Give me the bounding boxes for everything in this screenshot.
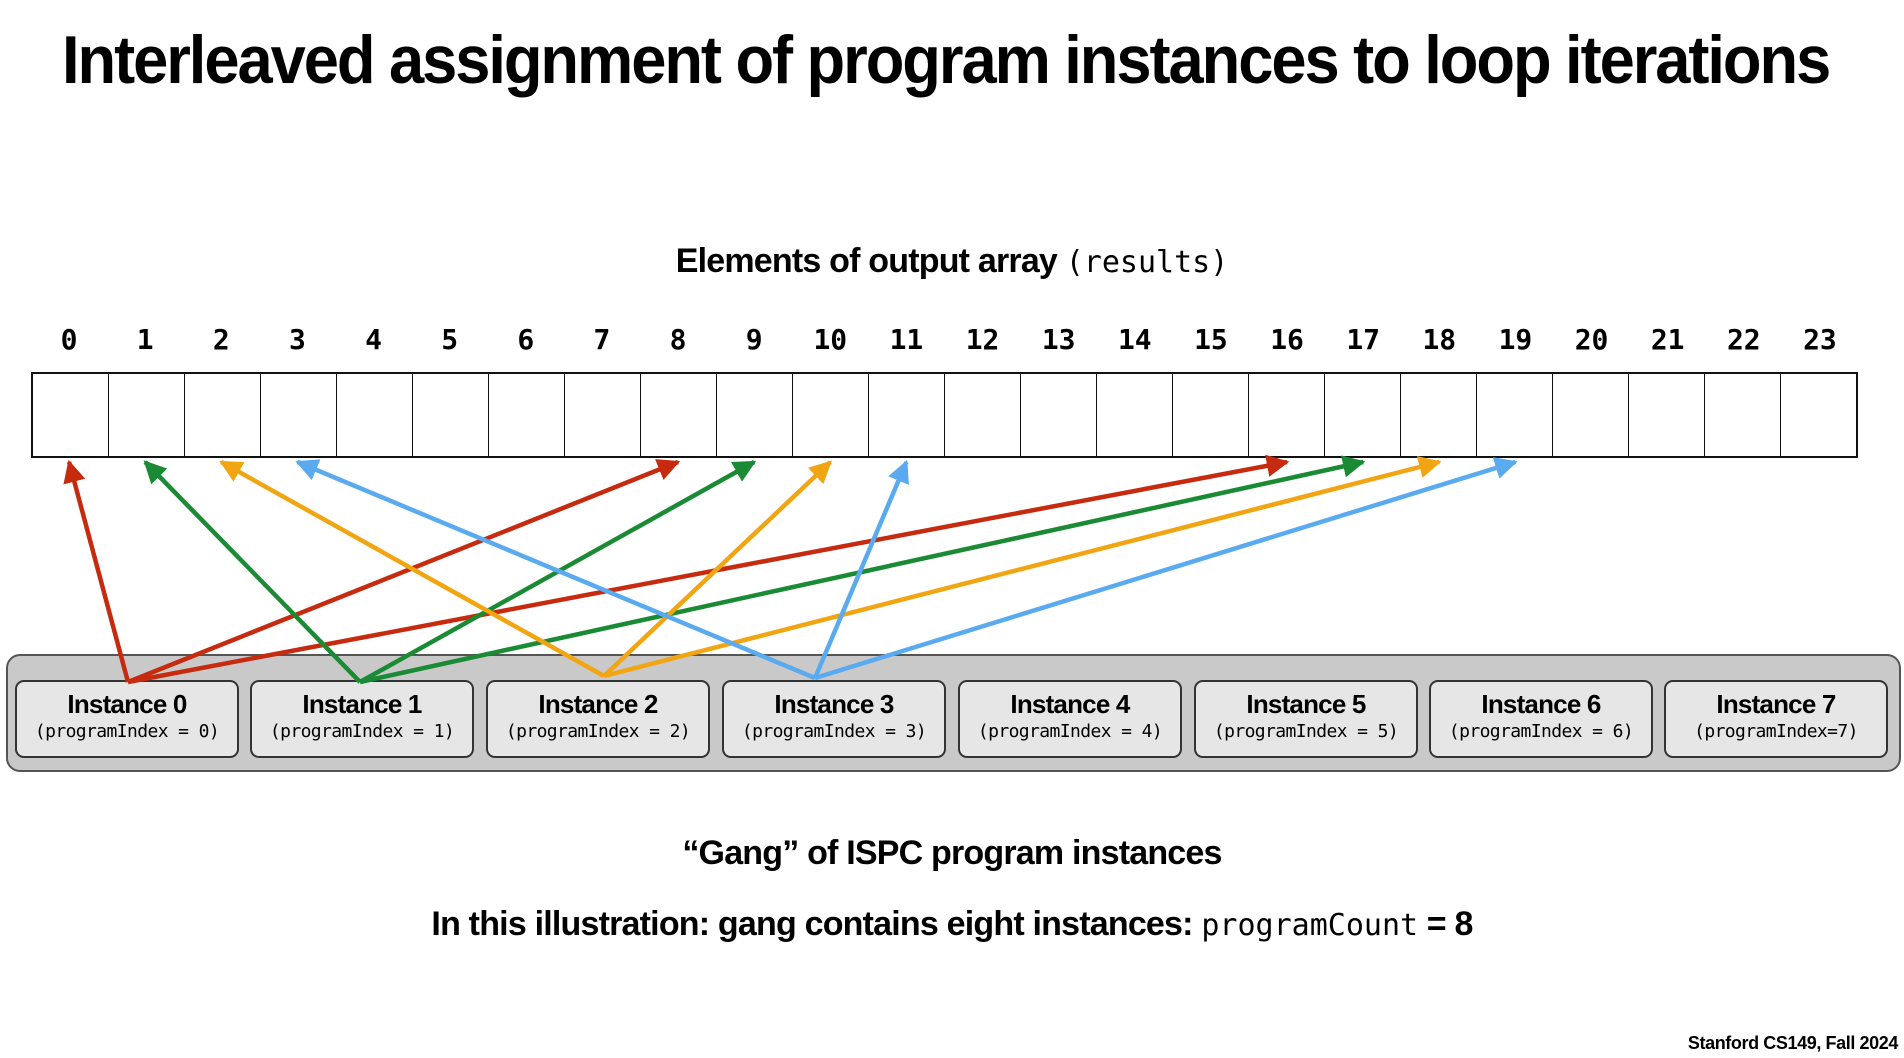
index-label-2: 2: [212, 323, 230, 356]
array-heading: Elements of output array (results): [0, 240, 1904, 284]
index-label-20: 20: [1574, 323, 1609, 356]
arrow-instance-0-to-element-16: [127, 454, 1290, 685]
arrow-instance-1-to-element-1: [143, 460, 362, 684]
array-cell-4: [337, 374, 413, 456]
array-cell-5: [413, 374, 489, 456]
arrow-instance-3-to-element-19: [814, 457, 1518, 681]
gang-caption: “Gang” of ISPC program instances: [682, 834, 1222, 872]
index-label-14: 14: [1117, 323, 1152, 356]
index-label-21: 21: [1650, 323, 1685, 356]
index-label-9: 9: [745, 323, 763, 356]
program-count-code: programCount: [1201, 908, 1419, 943]
array-cell-14: [1097, 374, 1173, 456]
instance-box-5: Instance 5 (programIndex = 5): [1194, 680, 1418, 758]
instance-box-6: Instance 6 (programIndex = 6): [1429, 680, 1653, 758]
index-label-0: 0: [60, 323, 78, 356]
array-index-labels: 0 1 2 3 4 5 6 7 8 9 10 11 12 13 14 15 16 17 18 19 20 21 22 23: [31, 322, 1858, 362]
array-heading-text: Elements of output array: [675, 242, 1058, 280]
output-array: [31, 372, 1858, 458]
index-label-23: 23: [1803, 323, 1837, 356]
instance-program-index: (programIndex = 2): [505, 721, 691, 742]
arrow-instance-3-to-element-11: [812, 459, 909, 679]
instance-box-1: Instance 1 (programIndex = 1): [250, 680, 474, 758]
index-label-3: 3: [289, 323, 306, 356]
array-cell-2: [185, 374, 261, 456]
array-cell-16: [1249, 374, 1325, 456]
array-cell-19: [1477, 374, 1553, 456]
array-cell-7: [565, 374, 641, 456]
arrow-instance-1-to-element-9: [358, 460, 757, 684]
instance-program-index: (programIndex = 0): [34, 721, 220, 742]
program-count-value: = 8: [1426, 905, 1474, 943]
arrow-instance-2-to-element-10: [602, 460, 832, 678]
array-cell-15: [1173, 374, 1249, 456]
array-cell-9: [717, 374, 793, 456]
instance-program-index: (programIndex = 5): [1213, 721, 1399, 742]
arrow-instance-1-to-element-17: [359, 455, 1366, 685]
instance-program-index: (programIndex = 1): [269, 721, 455, 742]
index-label-12: 12: [965, 323, 1000, 356]
instance-name: Instance 0: [67, 689, 187, 719]
arrow-instance-0-to-element-8: [127, 459, 681, 685]
instance-box-0: Instance 0 (programIndex = 0): [15, 680, 239, 758]
instance-name: Instance 5: [1246, 689, 1366, 719]
instance-box-2: Instance 2 (programIndex = 2): [486, 680, 710, 758]
slide-title: Interleaved assignment of program instan…: [62, 22, 1831, 98]
instance-program-index: (programIndex = 4): [977, 721, 1163, 742]
array-heading-code: (results): [1065, 245, 1229, 280]
arrow-instance-0-to-element-0: [63, 459, 131, 683]
index-label-17: 17: [1346, 323, 1381, 356]
index-label-19: 19: [1498, 323, 1533, 356]
instance-name: Instance 1: [302, 689, 422, 719]
array-cell-22: [1705, 374, 1781, 456]
array-cell-18: [1401, 374, 1477, 456]
program-count-text: In this illustration: gang contains eigh…: [431, 905, 1193, 943]
index-label-6: 6: [517, 323, 535, 356]
instance-name: Instance 2: [538, 689, 658, 719]
array-cell-0: [33, 374, 109, 456]
instance-box-7: Instance 7 (programIndex=7): [1664, 680, 1888, 758]
array-cell-1: [109, 374, 185, 456]
index-label-8: 8: [669, 323, 687, 356]
arrow-instance-3-to-element-3: [295, 459, 816, 681]
array-cell-20: [1553, 374, 1629, 456]
instance-name: Instance 4: [1010, 689, 1130, 719]
array-cell-23: [1781, 374, 1856, 456]
index-label-1: 1: [136, 323, 154, 356]
index-label-10: 10: [813, 323, 848, 356]
index-label-13: 13: [1041, 323, 1076, 356]
instance-program-index: (programIndex = 6): [1448, 721, 1634, 742]
instance-box-4: Instance 4 (programIndex = 4): [958, 680, 1182, 758]
course-footer: Stanford CS149, Fall 2024: [1687, 1033, 1898, 1053]
array-cell-17: [1325, 374, 1401, 456]
array-cell-13: [1021, 374, 1097, 456]
instance-program-index: (programIndex=7): [1694, 721, 1858, 742]
array-cell-12: [945, 374, 1021, 456]
program-count-caption: In this illustration: gang contains eigh…: [0, 903, 1904, 947]
index-label-4: 4: [365, 323, 382, 356]
instance-name: Instance 3: [774, 689, 894, 719]
instance-box-3: Instance 3 (programIndex = 3): [722, 680, 946, 758]
index-label-18: 18: [1422, 323, 1457, 356]
array-cell-21: [1629, 374, 1705, 456]
array-cell-6: [489, 374, 565, 456]
array-cell-3: [261, 374, 337, 456]
array-cell-8: [641, 374, 717, 456]
index-label-16: 16: [1270, 323, 1304, 356]
index-label-7: 7: [593, 323, 611, 356]
arrow-instance-2-to-element-18: [603, 456, 1442, 679]
index-label-15: 15: [1194, 323, 1228, 356]
array-cell-11: [869, 374, 945, 456]
array-cell-10: [793, 374, 869, 456]
instance-program-index: (programIndex = 3): [741, 721, 927, 742]
index-label-11: 11: [889, 323, 924, 356]
arrow-instance-2-to-element-2: [219, 460, 606, 678]
index-label-22: 22: [1726, 323, 1761, 356]
instance-name: Instance 7: [1716, 689, 1836, 719]
index-label-5: 5: [441, 323, 459, 356]
instance-name: Instance 6: [1481, 689, 1601, 719]
